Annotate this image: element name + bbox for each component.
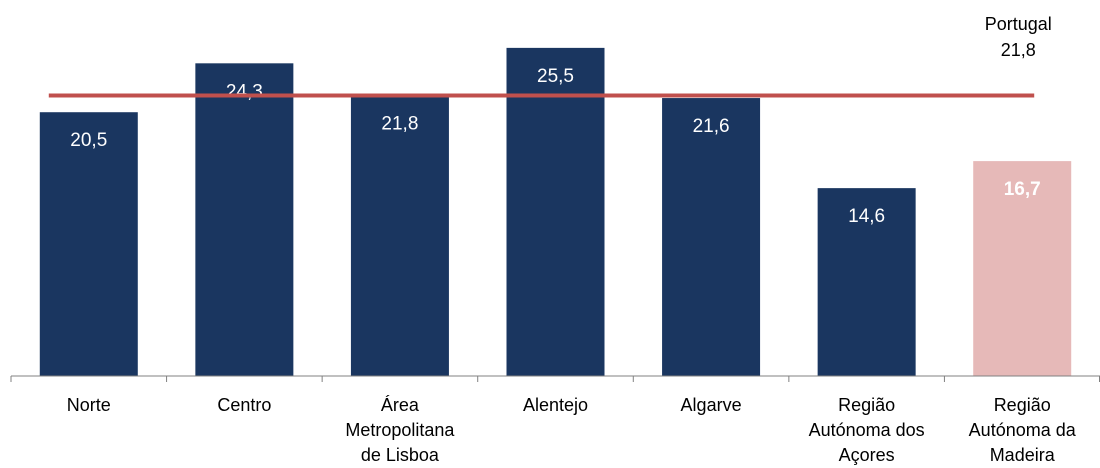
- x-tick-label: Metropolitana: [345, 420, 455, 440]
- data-label: 21,6: [693, 116, 730, 137]
- data-label: 21,8: [381, 113, 418, 134]
- x-tick-label: Açores: [839, 445, 895, 465]
- reference-line-value: 21,8: [1001, 40, 1036, 60]
- data-label: 14,6: [848, 206, 885, 227]
- bar: [39, 112, 138, 377]
- bar: [973, 161, 1072, 376]
- x-tick-label: Autónoma da: [969, 420, 1077, 440]
- value-labels-group: 20,5 24,3 21,8 25,5 21,6 14,6 16,7: [70, 66, 1040, 227]
- bar: [195, 63, 294, 377]
- x-tick-label: Região: [994, 395, 1051, 415]
- bar: [350, 95, 449, 376]
- x-tick-label: Centro: [217, 395, 271, 415]
- x-axis: [10, 375, 1100, 382]
- x-tick-label: Alentejo: [523, 395, 588, 415]
- x-tick-label: Norte: [67, 395, 111, 415]
- data-label: 20,5: [70, 130, 107, 151]
- bars-group: [39, 47, 1072, 377]
- data-label: 16,7: [1004, 179, 1041, 200]
- category-labels-group: Norte Centro Área Metropolitana de Lisboa Ale…: [67, 395, 1077, 465]
- x-tick-label: Algarve: [681, 395, 742, 415]
- data-label: 25,5: [537, 66, 574, 87]
- x-tick-label: Madeira: [990, 445, 1056, 465]
- bar: [506, 47, 605, 376]
- x-tick-label: Área: [381, 395, 420, 415]
- reference-line-name: Portugal: [985, 14, 1052, 34]
- x-tick-label: de Lisboa: [361, 445, 440, 465]
- bar: [817, 188, 916, 376]
- data-label: 24,3: [226, 81, 263, 102]
- x-tick-label: Autónoma dos: [809, 420, 925, 440]
- bar: [662, 98, 761, 376]
- reference-line-group: Portugal 21,8: [48, 14, 1052, 98]
- x-tick-label: Região: [838, 395, 895, 415]
